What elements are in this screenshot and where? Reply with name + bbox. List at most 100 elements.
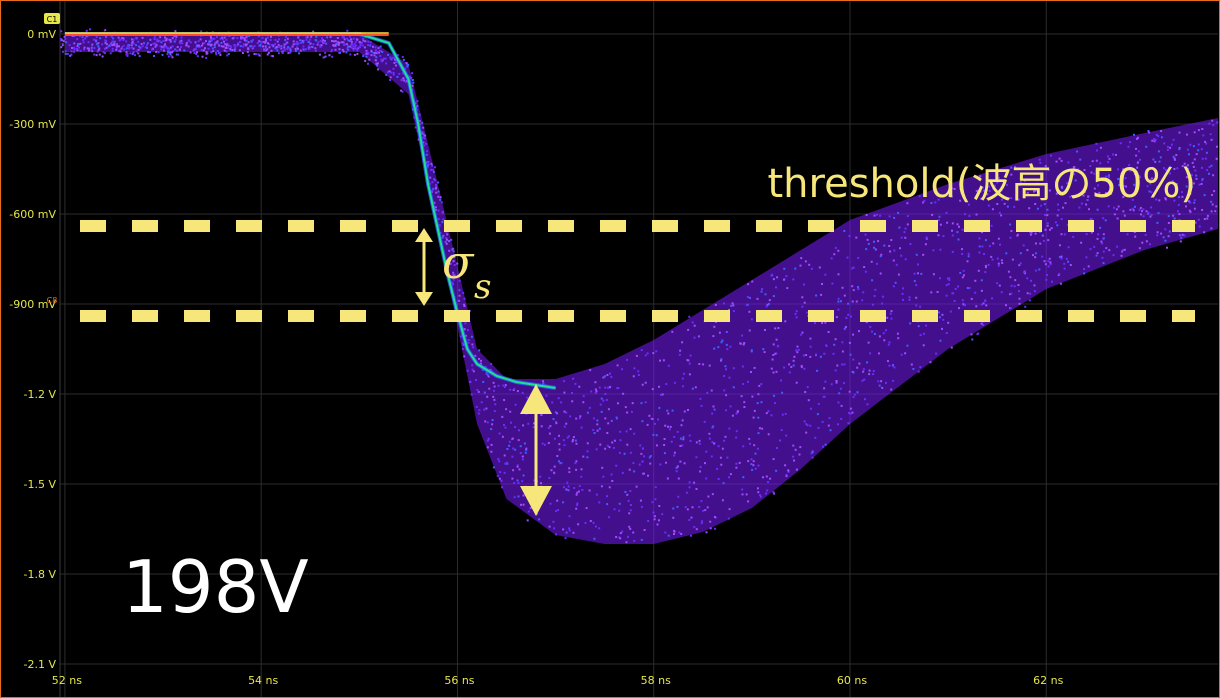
y-tick-label: -1.5 V [24, 478, 57, 491]
persistence-dot [274, 43, 277, 46]
persistence-dot [129, 52, 132, 55]
persistence-dot [1038, 158, 1041, 161]
persistence-dot [1018, 290, 1020, 293]
persistence-dot [795, 468, 798, 471]
persistence-dot [830, 383, 833, 386]
persistence-dot [873, 214, 876, 217]
persistence-dot [497, 384, 500, 387]
persistence-dot [1030, 187, 1033, 190]
persistence-dot [758, 427, 761, 430]
persistence-dot [1155, 133, 1158, 136]
persistence-dot [721, 499, 724, 502]
persistence-dot [1159, 156, 1162, 159]
persistence-dot [132, 47, 135, 50]
persistence-dot [512, 469, 515, 472]
persistence-dot [1149, 243, 1151, 246]
persistence-dot [181, 42, 184, 45]
persistence-dot [134, 54, 137, 57]
persistence-dot [675, 466, 678, 469]
persistence-dot [1083, 272, 1086, 275]
persistence-dot [342, 41, 345, 44]
persistence-dot [1157, 135, 1160, 138]
persistence-dot [538, 518, 541, 521]
persistence-dot [772, 343, 775, 346]
persistence-dot [1190, 173, 1193, 176]
persistence-dot [1099, 226, 1102, 229]
persistence-dot [613, 446, 615, 449]
persistence-dot [676, 505, 679, 508]
persistence-dot [892, 259, 895, 262]
persistence-dot [767, 410, 770, 413]
persistence-dot [607, 422, 610, 425]
persistence-dot [226, 47, 229, 49]
persistence-dot [731, 302, 734, 305]
persistence-dot [516, 465, 519, 468]
persistence-dot [432, 169, 435, 171]
persistence-dot [626, 493, 629, 496]
persistence-dot [382, 57, 385, 60]
persistence-dot [101, 55, 104, 58]
persistence-dot [521, 391, 524, 394]
persistence-dot [841, 286, 844, 289]
persistence-dot [795, 316, 798, 319]
persistence-dot [977, 269, 980, 272]
persistence-dot [520, 503, 522, 506]
persistence-dot [1178, 148, 1181, 151]
persistence-dot [314, 49, 317, 52]
persistence-dot [602, 399, 605, 402]
persistence-dot [458, 279, 461, 282]
persistence-dot [688, 315, 691, 318]
persistence-dot [98, 47, 101, 50]
persistence-dot [430, 162, 433, 165]
persistence-dot [104, 47, 106, 50]
persistence-dot [458, 299, 461, 302]
persistence-dot [1185, 205, 1187, 208]
persistence-dot [800, 366, 803, 369]
persistence-dot [527, 510, 530, 513]
persistence-dot [586, 411, 589, 414]
persistence-dot [1088, 208, 1090, 211]
persistence-dot [871, 330, 873, 333]
persistence-dot [977, 332, 980, 335]
persistence-dot [932, 249, 935, 252]
persistence-dot [1122, 196, 1125, 198]
persistence-dot [1054, 221, 1057, 224]
persistence-dot [1009, 293, 1011, 296]
persistence-dot [589, 369, 592, 372]
persistence-dot [370, 49, 373, 52]
persistence-dot [993, 184, 996, 187]
persistence-dot [688, 519, 691, 521]
persistence-dot [256, 42, 259, 45]
persistence-dot [174, 48, 177, 51]
persistence-dot [1080, 202, 1083, 205]
persistence-dot [667, 534, 670, 537]
persistence-dot [978, 251, 981, 254]
persistence-dot [283, 43, 286, 46]
persistence-dot [1041, 234, 1044, 237]
persistence-dot [712, 405, 715, 408]
persistence-dot [705, 450, 708, 453]
persistence-dot [160, 41, 163, 44]
persistence-dot [1063, 233, 1066, 236]
persistence-dot [88, 49, 91, 52]
persistence-dot [1102, 250, 1105, 253]
persistence-dot [543, 443, 546, 446]
persistence-dot [357, 46, 360, 49]
persistence-dot [582, 455, 585, 458]
persistence-dot [1063, 262, 1066, 265]
persistence-dot [975, 305, 978, 308]
persistence-dot [589, 520, 592, 522]
persistence-dot [1019, 181, 1022, 184]
persistence-dot [608, 516, 611, 519]
persistence-dot [1118, 184, 1121, 187]
persistence-dot [1019, 252, 1022, 255]
persistence-dot [401, 90, 404, 93]
persistence-dot [437, 190, 440, 193]
persistence-dot [285, 42, 288, 45]
persistence-dot [794, 267, 797, 270]
persistence-dot [641, 420, 644, 423]
persistence-dot [967, 255, 970, 258]
persistence-dot [982, 324, 985, 326]
persistence-dot [563, 410, 566, 413]
persistence-dot [146, 43, 148, 46]
